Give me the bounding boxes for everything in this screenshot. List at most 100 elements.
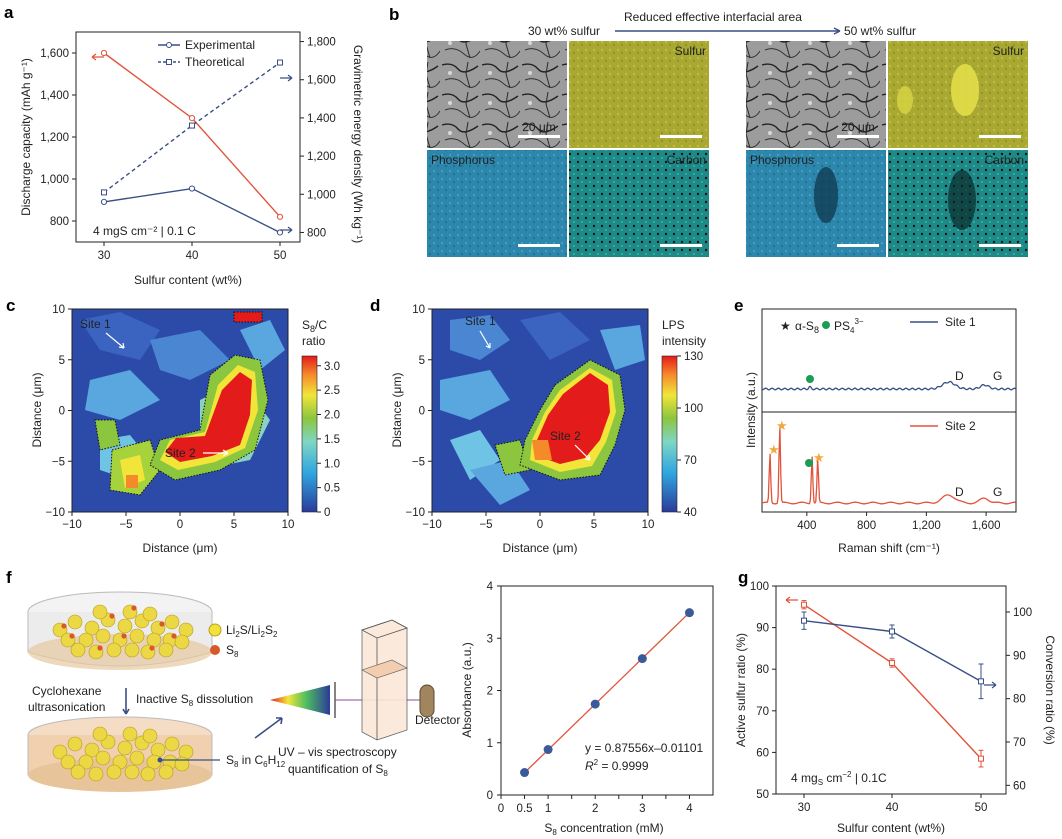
panel-g-ylabel-right: Conversion ratio (%)	[1043, 635, 1057, 744]
legend-marker-theoretical	[166, 59, 172, 65]
a-ytick-left-label: 1,400	[40, 90, 69, 102]
colorbar-c-title-2: ratio	[302, 334, 326, 348]
li2s-particle	[124, 642, 140, 658]
a-ytick-left-label: 800	[50, 216, 69, 228]
f-fit-line	[524, 612, 690, 774]
top-particles	[52, 604, 194, 660]
g-point	[801, 601, 807, 608]
panel-g-chart: 50 60 70 80 90 100 60 70 80 90 100 30 40 50 4 mgS cm−…	[734, 581, 1057, 835]
colorbar-c	[301, 355, 318, 513]
heatmap-d-patches	[440, 312, 645, 505]
li2s-particle	[140, 766, 156, 782]
a-point	[277, 59, 283, 66]
li2s-particle	[84, 742, 100, 758]
carbon-void	[948, 170, 976, 230]
arrow-right-blue-g	[984, 681, 997, 689]
a-ytick-right-label: 1,200	[307, 151, 336, 163]
marker-ps4-site2	[805, 459, 813, 467]
panel-f-calibration: 0 0.5 1 2 3 4 0 1 2 3 4 y = 0.87556x–0.01101 R2 = …	[460, 581, 714, 837]
light-spectrum	[270, 685, 330, 715]
d-ytick-label: 0	[419, 406, 425, 418]
panel-e-frame	[761, 308, 1017, 513]
marker-star-3: ★	[813, 450, 825, 465]
arrow-right-blue	[280, 74, 293, 82]
s8-particle	[159, 621, 165, 627]
sulfur-rich-region	[951, 64, 979, 116]
li2s-particle	[129, 628, 145, 644]
d-ytick-label: −10	[405, 507, 425, 519]
legend-marker-experimental	[166, 42, 172, 48]
raman-site2-line	[761, 426, 1016, 505]
panel-b-left-label: 30 wt% sulfur	[528, 24, 600, 38]
step1-line2: ultrasonication	[28, 700, 105, 714]
s8-particle	[121, 633, 127, 639]
raman-site1-line	[762, 380, 1017, 391]
g-xtick-label: 50	[975, 802, 988, 814]
s8-particle	[61, 623, 67, 629]
peak-G-site2: G	[993, 485, 1002, 499]
panel-g-ylabel-left: Active sulfur ratio (%)	[734, 633, 748, 747]
g-ytick-right-label: 80	[1013, 694, 1026, 706]
d-ytick-label: 10	[412, 304, 425, 316]
c-xtick-label: 0	[177, 519, 183, 531]
d-xtick-label: 10	[642, 519, 655, 531]
c-xtick-label: −10	[62, 519, 82, 531]
g-point	[978, 678, 984, 685]
c-cbtick-label: 1.5	[324, 434, 340, 446]
tile-label-sulfur-30: Sulfur	[675, 44, 706, 58]
scalebar-30-sulfur	[660, 135, 702, 138]
li2s-particle	[70, 642, 86, 658]
f-point	[520, 768, 530, 778]
tile-label-phosphorus-50: Phosphorus	[750, 153, 814, 167]
li2s-particle	[84, 620, 100, 636]
panel-label-c: c	[6, 296, 15, 315]
a-point	[100, 49, 108, 57]
uv-label-2: quantification of S8	[288, 762, 388, 778]
site2-arrow-d	[574, 444, 591, 461]
g-ytick-left-label: 50	[756, 789, 769, 801]
a-point	[189, 122, 195, 129]
sulfur-map-30	[569, 41, 709, 148]
peak-D-site2: D	[955, 485, 964, 499]
sulfur-rich-region-2	[897, 86, 913, 114]
c-ytick-label: 5	[59, 355, 65, 367]
li2s-particle	[95, 750, 111, 766]
s8-particle	[131, 605, 137, 611]
panel-g-annotation: 4 mgS cm−2 | 0.1C	[791, 770, 887, 787]
detector-icon	[419, 684, 435, 718]
scalebar-30-sem	[518, 135, 560, 138]
a-point	[188, 185, 196, 192]
li2s-particle	[78, 754, 94, 770]
f-ytick-label: 1	[487, 738, 493, 750]
sem-image-50	[746, 41, 886, 148]
uv-label-1: UV – vis spectroscopy	[278, 745, 397, 759]
panel-label-a: a	[4, 3, 14, 22]
site1-label-d: Site 1	[465, 314, 496, 328]
legend-dot-label: PS43−	[834, 317, 864, 335]
d-cbtick-label: 70	[684, 455, 697, 467]
peak-D-site1: D	[955, 369, 964, 383]
d-cbtick-label: 100	[684, 403, 703, 415]
li2s-particle	[122, 726, 138, 742]
e-xtick-label: 1,200	[912, 520, 941, 532]
scalebar-30-phos	[518, 244, 560, 247]
g-ytick-right-label: 100	[1013, 607, 1032, 619]
tile-label-carbon-30: Carbon	[667, 153, 706, 167]
a-xtick-label: 30	[98, 250, 111, 262]
colorbar-d	[661, 355, 678, 513]
g-point	[801, 617, 807, 624]
f-xtick-label: 3	[639, 803, 645, 815]
site2-label-c: Site 2	[165, 446, 196, 460]
panel-label-f: f	[6, 568, 12, 587]
panel-f-xlabel: S8 concentration (mM)	[544, 821, 663, 837]
c-xtick-label: 10	[282, 519, 295, 531]
g-ytick-left-label: 70	[756, 706, 769, 718]
panel-label-e: e	[734, 296, 743, 315]
g-ytick-right-label: 60	[1013, 780, 1026, 792]
panel-b-header: Reduced effective interfacial area	[624, 10, 802, 24]
panel-e-raman: 400 800 1,200 1,600 ★ α-S8 PS43− Site 1 Sit…	[744, 308, 1017, 555]
li2s-particle	[106, 642, 122, 658]
li2s-particle	[142, 728, 158, 744]
g-ytick-right-label: 70	[1013, 737, 1026, 749]
d-cbtick-label: 130	[684, 351, 703, 363]
